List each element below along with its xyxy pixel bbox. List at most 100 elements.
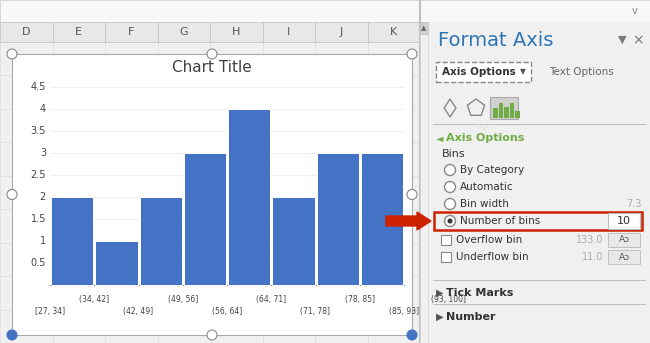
- Bar: [96, 241, 138, 285]
- Bar: [272, 197, 315, 285]
- Bar: [367, 22, 420, 42]
- Text: ▼: ▼: [618, 35, 626, 45]
- Text: 4: 4: [40, 104, 46, 114]
- Circle shape: [407, 189, 417, 200]
- Text: G: G: [179, 27, 188, 37]
- Bar: [499, 103, 503, 118]
- Bar: [490, 97, 518, 119]
- Circle shape: [407, 330, 417, 340]
- Text: 2: 2: [40, 192, 46, 202]
- Bar: [53, 22, 105, 42]
- Text: 10: 10: [617, 216, 631, 226]
- Text: Bins: Bins: [442, 149, 465, 159]
- Bar: [263, 22, 315, 42]
- Text: Automatic: Automatic: [460, 182, 514, 192]
- Bar: [608, 250, 640, 264]
- Bar: [441, 252, 451, 262]
- Text: 3: 3: [40, 148, 46, 158]
- Text: 3.5: 3.5: [31, 126, 46, 136]
- Bar: [420, 22, 428, 343]
- Bar: [140, 197, 182, 285]
- Text: 1.5: 1.5: [31, 214, 46, 224]
- Text: 1: 1: [40, 236, 46, 246]
- Bar: [0, 0, 650, 22]
- Text: K: K: [390, 27, 397, 37]
- Bar: [493, 108, 497, 118]
- Circle shape: [7, 49, 17, 59]
- Text: F: F: [128, 27, 135, 37]
- Text: (85, 93]: (85, 93]: [389, 307, 419, 316]
- Text: (56, 64]: (56, 64]: [212, 307, 242, 316]
- Bar: [0, 22, 420, 42]
- Bar: [317, 153, 359, 285]
- Text: 7.3: 7.3: [627, 199, 642, 209]
- Text: (49, 56]: (49, 56]: [168, 295, 198, 304]
- Text: ▼: ▼: [520, 68, 526, 76]
- Bar: [184, 153, 226, 285]
- FancyArrow shape: [386, 212, 431, 230]
- Bar: [515, 111, 519, 118]
- Text: Text Options: Text Options: [549, 67, 614, 77]
- Text: v: v: [632, 6, 638, 16]
- Circle shape: [207, 330, 217, 340]
- Text: I: I: [287, 27, 291, 37]
- Text: 2.5: 2.5: [31, 170, 46, 180]
- Text: Underflow bin: Underflow bin: [456, 252, 528, 262]
- Text: D: D: [22, 27, 31, 37]
- Text: ◄: ◄: [436, 133, 443, 143]
- Circle shape: [445, 215, 456, 226]
- Text: [27, 34]: [27, 34]: [35, 307, 65, 316]
- Bar: [428, 22, 650, 343]
- Text: 4.5: 4.5: [31, 82, 46, 92]
- Bar: [12, 54, 412, 335]
- Text: Tick Marks: Tick Marks: [446, 288, 514, 298]
- Text: 11.0: 11.0: [582, 252, 603, 262]
- Text: Number of bins: Number of bins: [460, 216, 540, 226]
- Bar: [510, 103, 514, 118]
- Bar: [157, 22, 210, 42]
- Bar: [441, 235, 451, 245]
- Text: Chart Title: Chart Title: [172, 60, 252, 75]
- Text: E: E: [75, 27, 83, 37]
- Text: (42, 49]: (42, 49]: [124, 307, 153, 316]
- Bar: [608, 233, 640, 247]
- Circle shape: [207, 49, 217, 59]
- Bar: [315, 22, 367, 42]
- Text: Axis Options: Axis Options: [442, 67, 515, 77]
- Text: (93, 100]: (93, 100]: [431, 295, 466, 304]
- Bar: [504, 107, 508, 118]
- Text: 133.0: 133.0: [575, 235, 603, 245]
- Bar: [434, 212, 642, 230]
- Text: Format Axis: Format Axis: [438, 31, 553, 49]
- Text: Axis Options: Axis Options: [446, 133, 525, 143]
- Circle shape: [445, 165, 456, 176]
- Bar: [105, 22, 157, 42]
- Circle shape: [445, 181, 456, 192]
- Circle shape: [445, 199, 456, 210]
- Text: (34, 42]: (34, 42]: [79, 295, 109, 304]
- Bar: [0, 22, 53, 42]
- Circle shape: [7, 189, 17, 200]
- Text: ▶: ▶: [436, 312, 443, 322]
- Text: (64, 71]: (64, 71]: [256, 295, 286, 304]
- Bar: [361, 153, 403, 285]
- Text: By Category: By Category: [460, 165, 525, 175]
- Bar: [420, 22, 428, 34]
- Text: Aↄ: Aↄ: [618, 236, 630, 245]
- Text: (71, 78]: (71, 78]: [300, 307, 330, 316]
- Text: Number: Number: [446, 312, 495, 322]
- Circle shape: [7, 330, 17, 340]
- Text: H: H: [232, 27, 240, 37]
- Text: J: J: [339, 27, 343, 37]
- Bar: [51, 197, 93, 285]
- Text: ▶: ▶: [436, 288, 443, 298]
- Text: ×: ×: [632, 33, 643, 47]
- Text: 0.5: 0.5: [31, 258, 46, 268]
- Text: ▲: ▲: [421, 25, 426, 31]
- Text: (78, 85]: (78, 85]: [344, 295, 375, 304]
- FancyBboxPatch shape: [436, 62, 531, 82]
- Bar: [210, 22, 263, 42]
- Text: Bin width: Bin width: [460, 199, 509, 209]
- Circle shape: [407, 49, 417, 59]
- Circle shape: [447, 218, 452, 224]
